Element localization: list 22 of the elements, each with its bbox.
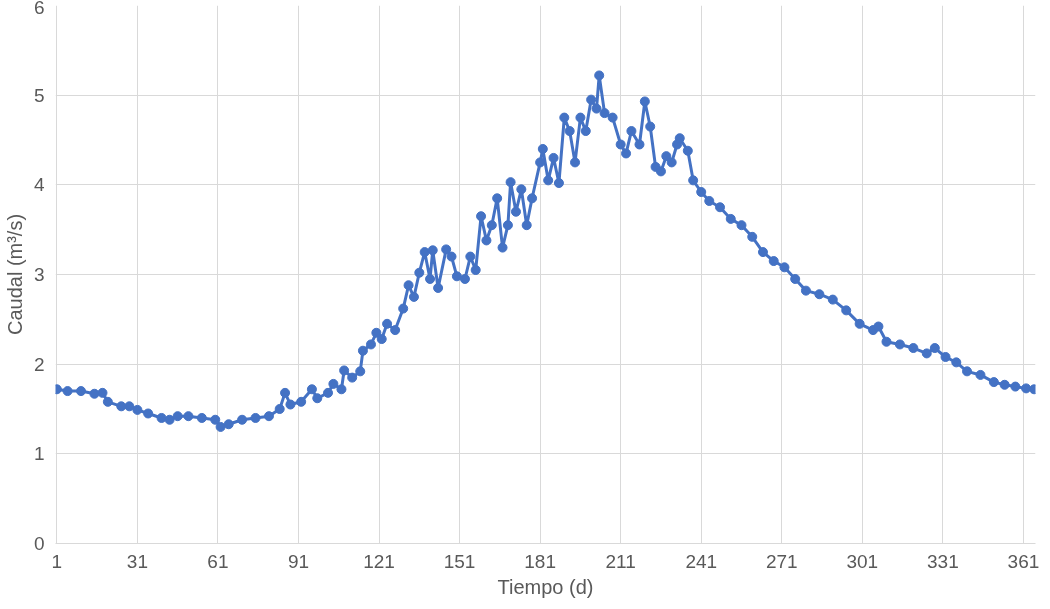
x-tick-label: 181 xyxy=(524,550,556,572)
y-tick-label: 2 xyxy=(33,353,45,375)
x-tick-label: 361 xyxy=(1007,550,1040,572)
x-tick-label: 61 xyxy=(207,550,229,572)
x-tick-label: 241 xyxy=(685,550,718,572)
y-tick-label: 6 xyxy=(33,0,45,18)
x-tick-label: 31 xyxy=(126,550,148,572)
y-tick-label: 0 xyxy=(33,533,45,554)
x-tick-label: 151 xyxy=(443,550,476,572)
x-tick-label: 301 xyxy=(846,550,879,572)
x-tick-label: 271 xyxy=(765,550,798,572)
x-tick-label: 121 xyxy=(363,550,395,572)
y-tick-label: 4 xyxy=(33,174,45,196)
x-tick-label: 1 xyxy=(51,550,63,572)
x-tick-label: 331 xyxy=(927,550,959,572)
x-tick-label: 211 xyxy=(605,550,636,572)
x-tick-label: 91 xyxy=(287,550,310,572)
y-tick-label: 1 xyxy=(33,443,45,465)
x-axis-title: Tiempo (d) xyxy=(497,575,594,598)
y-axis-title: Caudal (m³/s) xyxy=(3,213,26,336)
y-tick-label: 5 xyxy=(33,84,45,106)
y-tick-label: 3 xyxy=(33,264,45,285)
